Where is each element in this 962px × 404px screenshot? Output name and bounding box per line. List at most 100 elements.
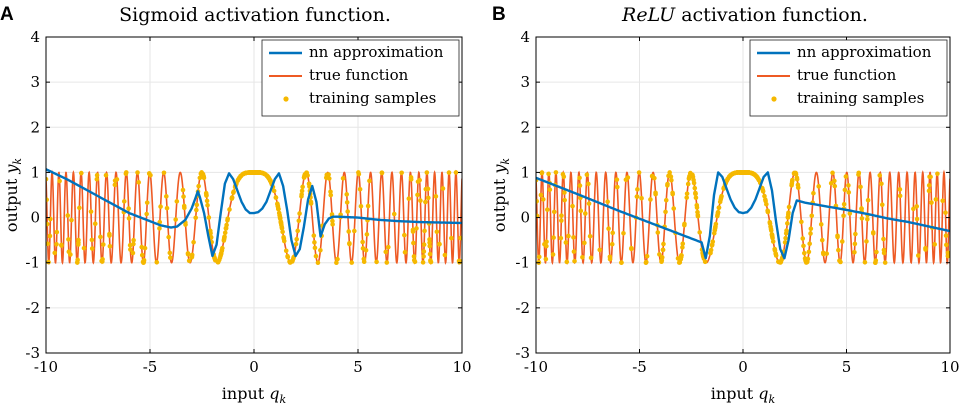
training-sample-point	[809, 213, 815, 219]
training-sample-point	[544, 239, 549, 245]
training-sample-point	[136, 180, 141, 185]
training-sample-point	[304, 170, 309, 175]
training-sample-point	[661, 241, 666, 247]
training-sample-point	[425, 186, 431, 192]
training-sample-point	[636, 170, 642, 175]
training-sample-point	[268, 178, 273, 184]
training-sample-point	[763, 197, 768, 202]
training-sample-point	[670, 191, 675, 197]
training-sample-point	[89, 237, 95, 243]
training-sample-point	[715, 213, 720, 219]
training-sample-point	[197, 175, 203, 181]
training-sample-point	[440, 186, 446, 191]
training-sample-point	[346, 229, 352, 234]
y-tick-label: 3	[520, 73, 530, 91]
training-sample-point	[291, 256, 296, 261]
training-sample-point	[839, 239, 845, 244]
training-sample-point	[417, 177, 422, 183]
training-sample-point	[665, 181, 670, 187]
training-sample-point	[577, 175, 582, 181]
training-sample-point	[559, 213, 564, 218]
training-sample-point	[54, 242, 59, 247]
y-axis-label-text: output	[2, 174, 21, 232]
training-sample-point	[694, 205, 700, 210]
legend-label-nn: nn approximation	[309, 43, 444, 61]
training-sample-point	[204, 193, 209, 198]
training-sample-point	[386, 244, 391, 250]
training-sample-point	[543, 256, 549, 262]
training-sample-point	[164, 194, 169, 199]
training-sample-point	[103, 172, 109, 178]
training-sample-point	[865, 197, 871, 203]
training-sample-point	[433, 194, 439, 199]
training-sample-point	[271, 188, 277, 194]
training-sample-point	[418, 198, 423, 203]
training-sample-point	[411, 240, 416, 246]
training-sample-point	[340, 176, 346, 181]
title-text: activation function.	[675, 4, 868, 26]
training-sample-point	[668, 174, 674, 179]
training-sample-point	[660, 247, 666, 253]
training-sample-point	[691, 180, 697, 186]
training-sample-point	[52, 250, 58, 256]
training-sample-point	[945, 250, 950, 256]
training-sample-point	[229, 195, 235, 200]
training-sample-point	[276, 206, 281, 211]
training-sample-point	[805, 256, 811, 262]
y-axis-label: output yk	[490, 158, 512, 232]
training-sample-point	[182, 205, 187, 211]
training-sample-point	[544, 243, 549, 249]
training-sample-point	[146, 171, 152, 176]
y-tick-label: -1	[25, 254, 40, 272]
training-sample-point	[819, 237, 825, 243]
training-sample-point	[141, 260, 146, 266]
training-sample-point	[586, 201, 592, 206]
training-sample-point	[874, 249, 879, 255]
y-axis-label-sub: k	[499, 158, 512, 165]
training-sample-point	[46, 259, 51, 265]
training-sample-point	[852, 241, 858, 247]
training-sample-point	[123, 171, 129, 177]
training-sample-point	[297, 211, 302, 216]
y-tick-label: 2	[30, 118, 40, 136]
training-sample-point	[731, 171, 736, 176]
x-axis-label-var: q	[758, 384, 768, 403]
training-sample-point	[830, 170, 835, 176]
training-sample-point	[932, 242, 937, 247]
training-sample-point	[586, 181, 591, 187]
training-sample-point	[131, 241, 136, 247]
training-sample-point	[897, 193, 903, 199]
training-sample-point	[352, 228, 357, 234]
training-sample-point	[231, 190, 236, 195]
training-sample-point	[265, 174, 271, 179]
training-sample-point	[358, 203, 364, 209]
training-sample-point	[158, 204, 163, 209]
y-tick-label: 1	[520, 163, 530, 181]
training-sample-point	[783, 235, 788, 241]
training-sample-point	[619, 260, 624, 265]
legend-label-samples: training samples	[309, 89, 436, 107]
training-sample-point	[101, 242, 106, 247]
x-axis-label: input qk	[222, 384, 287, 404]
training-sample-point	[877, 173, 883, 178]
training-sample-point	[196, 183, 201, 189]
training-sample-point	[312, 240, 317, 245]
training-sample-point	[680, 241, 686, 246]
y-axis-label-var: y	[2, 164, 21, 175]
training-sample-point	[897, 187, 903, 192]
training-sample-point	[399, 170, 404, 176]
x-axis-label-sub: k	[280, 393, 287, 404]
training-sample-point	[926, 183, 932, 188]
training-sample-point	[318, 247, 323, 253]
training-sample-point	[772, 247, 778, 253]
training-sample-point	[88, 209, 94, 214]
training-sample-point	[923, 245, 928, 251]
training-sample-point	[300, 184, 305, 190]
training-sample-point	[615, 184, 620, 190]
training-sample-point	[785, 221, 790, 226]
training-sample-point	[686, 175, 692, 181]
training-sample-point	[424, 170, 430, 175]
training-sample-point	[693, 191, 698, 197]
training-sample-point	[126, 206, 131, 211]
